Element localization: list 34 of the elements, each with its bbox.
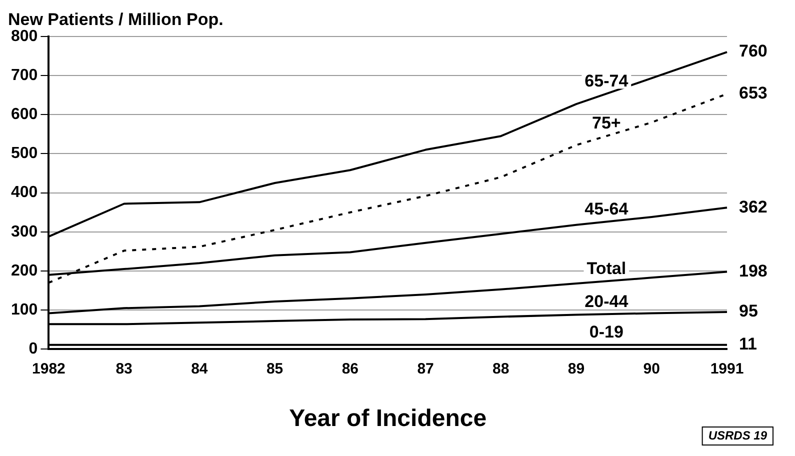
data-label: 760 — [739, 42, 768, 61]
series-label: 75+ — [592, 114, 621, 133]
x-tick-label: 87 — [417, 360, 434, 378]
y-tick-label: 0 — [28, 340, 38, 358]
x-axis-title: Year of Incidence — [289, 405, 487, 432]
x-tick-label: 85 — [266, 360, 284, 378]
series-label: 0-19 — [589, 322, 624, 342]
data-label: 362 — [739, 197, 768, 216]
data-label: 198 — [739, 261, 768, 280]
x-tick-label: 86 — [342, 360, 359, 378]
y-tick-label: 800 — [10, 28, 38, 45]
y-tick-label: 300 — [10, 223, 38, 240]
series-label: 65-74 — [584, 71, 629, 90]
x-tick-label: 1991 — [710, 360, 744, 378]
x-tick-label: 89 — [568, 360, 585, 378]
y-tick-label: 200 — [10, 262, 38, 280]
chart-title: New Patients / Million Pop. — [8, 10, 224, 29]
data-label: 95 — [739, 302, 758, 321]
text: USRDS 19 — [708, 428, 768, 442]
data-label: 11 — [739, 334, 757, 354]
y-tick-label: 600 — [10, 106, 38, 124]
data-label: 653 — [739, 84, 768, 103]
series-label: 45-64 — [584, 199, 629, 218]
x-tick-label: 1982 — [32, 360, 66, 378]
y-tick-label: 100 — [10, 302, 38, 319]
series-label: 20-44 — [584, 292, 629, 311]
x-tick-label: 84 — [191, 360, 208, 378]
y-tick-label: 500 — [10, 145, 38, 162]
x-tick-label: 83 — [116, 360, 132, 378]
y-tick-label: 700 — [10, 66, 38, 84]
x-tick-label: 88 — [492, 360, 510, 378]
series-label: Total — [586, 258, 626, 278]
x-tick-label: 90 — [643, 360, 660, 378]
y-tick-label: 400 — [10, 184, 38, 202]
